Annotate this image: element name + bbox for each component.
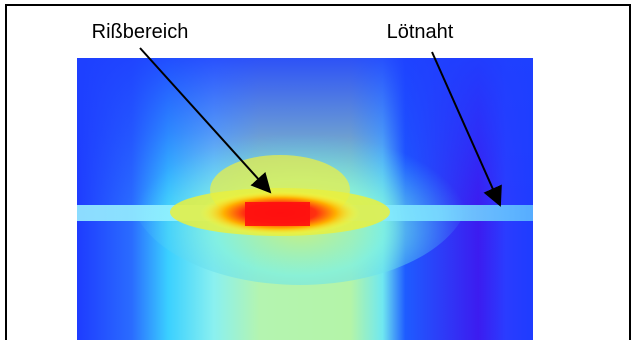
label: Lötnaht xyxy=(387,21,454,43)
thermal-image xyxy=(77,58,533,340)
label: Rißbereich xyxy=(92,21,189,43)
figure: Rißbereich Lötnaht xyxy=(0,0,638,340)
page: Rißbereich Lötnaht (() => { const data =… xyxy=(0,0,638,340)
